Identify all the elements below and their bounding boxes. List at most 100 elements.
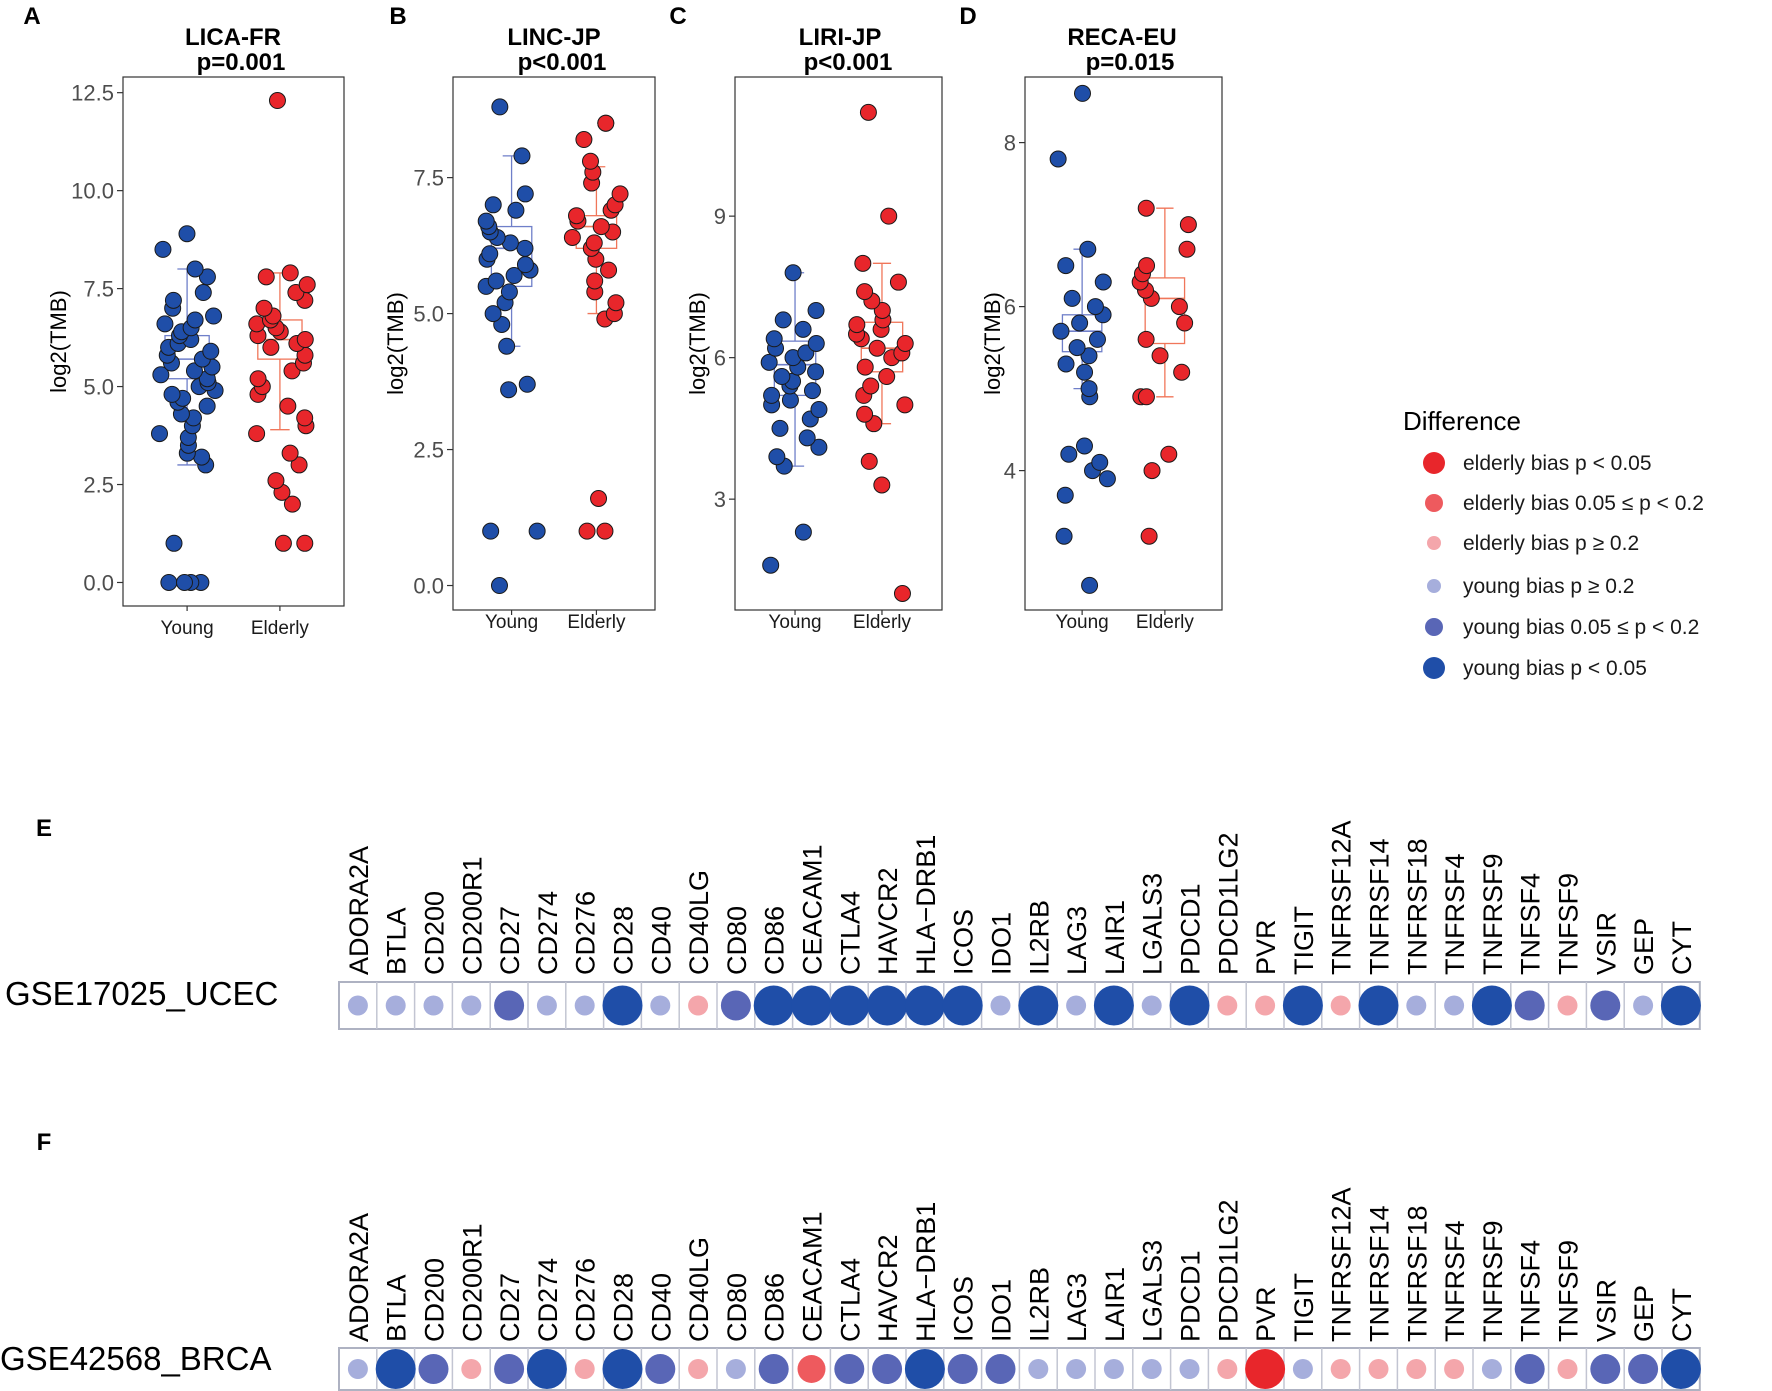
gene-label: PDCD1LG2 — [1213, 832, 1243, 975]
gene-label: TNFRSF18 — [1402, 1205, 1432, 1342]
data-point — [575, 131, 593, 149]
data-point — [1178, 240, 1196, 258]
gene-dot — [494, 1354, 525, 1384]
y-axis-label: log2(TMB) — [980, 292, 1005, 395]
y-tick-label: 0.0 — [83, 570, 114, 595]
gene-label: HAVCR2 — [873, 867, 903, 975]
gene-label: LGALS3 — [1138, 1240, 1168, 1342]
data-point — [1056, 486, 1074, 504]
gene-label: VSIR — [1591, 912, 1621, 975]
data-point — [762, 556, 780, 574]
data-point — [500, 283, 518, 301]
data-point — [518, 375, 536, 393]
panel-label: B — [389, 3, 406, 30]
gene-dot — [942, 985, 983, 1026]
gene-dot — [526, 1349, 567, 1389]
data-point — [1091, 453, 1109, 471]
gene-dot — [1141, 1359, 1162, 1379]
data-point — [1179, 216, 1197, 234]
panel-title: LIRI-JP — [799, 24, 882, 51]
data-point — [255, 299, 273, 317]
data-point — [477, 212, 495, 230]
y-tick-label: 8 — [1004, 131, 1016, 156]
data-point — [186, 260, 204, 278]
gene-dot — [418, 1354, 449, 1384]
gene-label: IDO1 — [987, 1279, 1017, 1342]
data-point — [1071, 314, 1089, 332]
gene-label: VSIR — [1591, 1279, 1621, 1342]
gene-label: CD200 — [420, 891, 450, 975]
gene-dot — [1292, 1359, 1313, 1379]
data-point — [1160, 445, 1178, 463]
data-point — [296, 409, 314, 427]
gene-label: TNFRSF12A — [1327, 1187, 1357, 1342]
gene-dot — [1255, 995, 1276, 1016]
gene-dot — [791, 985, 832, 1026]
gene-label: CD28 — [609, 1273, 639, 1342]
data-point — [607, 294, 625, 312]
y-axis-label: log2(TMB) — [685, 292, 710, 395]
gene-label: CD276 — [571, 891, 601, 975]
gene-dot — [1093, 985, 1134, 1026]
data-point — [600, 261, 618, 279]
data-point — [896, 396, 914, 414]
data-point — [763, 386, 781, 404]
legend-entry: young bias 0.05 ≤ p < 0.2 — [1463, 616, 1699, 639]
gene-dot — [1628, 1354, 1659, 1384]
panel-c: C LIRI-JPp<0.001 3 6 9 log2(TMB) Young Elderly — [669, 3, 943, 633]
data-point — [528, 522, 546, 540]
data-point — [585, 234, 603, 252]
gene-label: PVR — [1251, 919, 1281, 975]
data-point — [484, 305, 502, 323]
data-point — [1137, 388, 1155, 406]
data-point — [592, 218, 610, 236]
gene-dot — [375, 1349, 416, 1389]
gene-label: IL2RB — [1024, 1267, 1054, 1342]
gene-label: CYT — [1667, 1288, 1697, 1342]
gene-label: LAG3 — [1062, 906, 1092, 975]
data-point — [1057, 257, 1075, 275]
data-point — [1138, 257, 1156, 275]
data-point — [505, 267, 523, 285]
y-tick-label: 12.5 — [71, 81, 114, 106]
legend-entry: elderly bias p < 0.05 — [1463, 452, 1652, 475]
data-point — [807, 335, 825, 352]
data-point — [760, 353, 778, 371]
panel-title: LICA-FR — [185, 24, 281, 51]
data-point — [178, 225, 196, 243]
gene-label: CD40LG — [684, 1237, 714, 1342]
gene-dot — [461, 995, 482, 1016]
gene-label: CTLA4 — [835, 891, 865, 975]
gene-dot — [650, 995, 671, 1016]
gene-label: CD274 — [533, 1258, 563, 1342]
data-point — [1079, 240, 1097, 258]
data-point — [516, 256, 534, 274]
data-point — [257, 268, 275, 286]
gene-dot — [1660, 985, 1701, 1026]
data-point — [794, 320, 812, 338]
plot-frame — [452, 76, 656, 611]
data-point — [1080, 380, 1098, 398]
x-tick-label: Elderly — [1136, 612, 1195, 633]
data-point — [186, 311, 204, 329]
data-point — [1151, 347, 1169, 365]
panel-d: D RECA-EUp=0.015 4 6 8 log2(TMB) Young Elderly — [959, 3, 1223, 633]
gene-dot — [904, 985, 945, 1026]
data-point — [1055, 527, 1073, 545]
y-axis-label: log2(TMB) — [383, 292, 408, 395]
data-point — [889, 273, 907, 291]
panel-pvalue: p=0.001 — [197, 49, 286, 76]
gene-dot — [347, 995, 368, 1016]
legend-title: Difference — [1403, 406, 1521, 436]
data-point — [491, 98, 509, 116]
gene-dot — [347, 1359, 368, 1379]
data-point — [151, 425, 169, 443]
data-point — [810, 401, 828, 419]
data-point — [268, 92, 286, 110]
y-tick-label: 2.5 — [83, 473, 114, 498]
gene-label: TIGIT — [1289, 1273, 1319, 1342]
y-tick-label: 10.0 — [71, 179, 114, 204]
data-point — [1063, 289, 1081, 307]
data-point — [578, 522, 596, 540]
points-elderly — [848, 103, 914, 602]
